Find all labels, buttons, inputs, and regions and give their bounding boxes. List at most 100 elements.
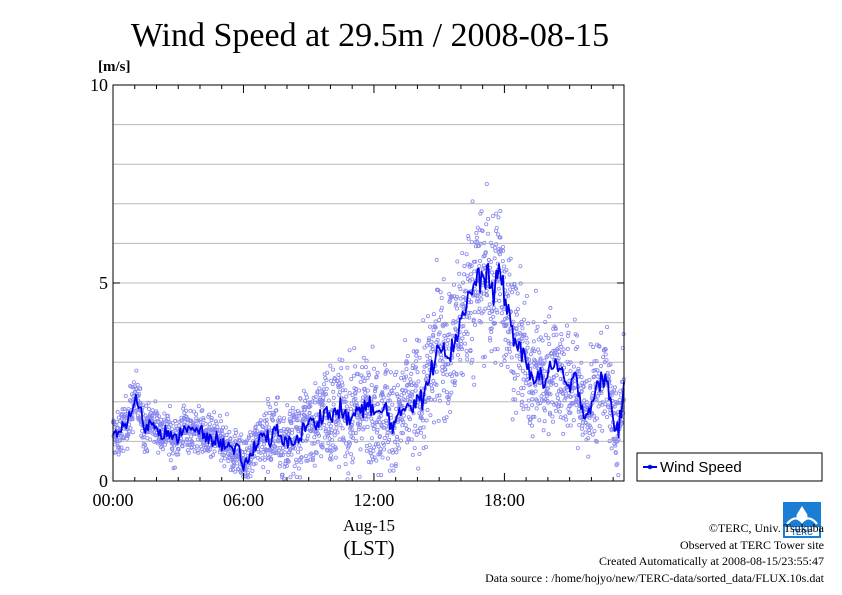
data-point — [186, 450, 191, 455]
data-point — [350, 456, 355, 461]
data-point — [435, 337, 440, 342]
data-point — [513, 376, 518, 381]
data-point — [603, 352, 608, 357]
data-point — [550, 354, 555, 359]
data-point — [347, 441, 352, 446]
data-point — [506, 293, 511, 298]
data-point — [354, 386, 359, 391]
data-point — [390, 450, 395, 455]
data-point — [413, 388, 418, 393]
data-point — [281, 476, 286, 481]
data-point — [121, 435, 126, 440]
data-point — [599, 330, 604, 335]
data-point — [347, 390, 352, 395]
copyright-line: ©TERC, Univ. Tsukuba — [708, 521, 824, 535]
data-point — [462, 263, 467, 268]
data-point — [214, 421, 219, 426]
data-point — [513, 397, 518, 402]
data-point — [478, 241, 483, 246]
data-point — [194, 418, 199, 423]
data-point — [297, 443, 302, 448]
data-point — [416, 379, 421, 384]
data-point — [241, 440, 246, 445]
data-point — [547, 314, 552, 319]
data-point — [465, 273, 470, 278]
data-point — [504, 352, 509, 357]
data-point — [482, 253, 487, 258]
data-point — [532, 414, 537, 419]
data-point — [564, 371, 569, 376]
data-point — [285, 403, 290, 408]
data-point — [566, 330, 571, 335]
data-point — [452, 380, 457, 385]
data-point — [524, 403, 529, 408]
data-point — [338, 375, 343, 380]
data-point — [595, 374, 600, 379]
data-point — [362, 378, 367, 383]
data-point — [502, 354, 507, 359]
data-point — [365, 375, 370, 380]
data-point — [328, 424, 333, 429]
data-point — [474, 235, 479, 240]
data-point — [312, 435, 317, 440]
data-point — [410, 452, 415, 457]
data-point — [448, 409, 453, 414]
data-point — [511, 319, 516, 324]
data-point — [454, 372, 459, 377]
data-point — [440, 364, 445, 369]
data-point — [497, 252, 502, 257]
data-point — [337, 390, 342, 395]
data-point — [367, 372, 372, 377]
data-point — [167, 404, 172, 409]
data-point — [401, 413, 406, 418]
data-point — [422, 434, 427, 439]
data-point — [509, 355, 514, 360]
data-point — [387, 437, 392, 442]
data-point — [428, 397, 433, 402]
data-point — [360, 375, 365, 380]
data-point — [299, 410, 304, 415]
data-point — [372, 424, 377, 429]
data-point — [566, 390, 571, 395]
data-point — [542, 419, 547, 424]
data-point — [266, 401, 271, 406]
data-point — [319, 454, 324, 459]
data-point — [469, 263, 474, 268]
data-point — [547, 341, 552, 346]
data-point — [515, 372, 520, 377]
data-point — [575, 399, 580, 404]
data-point — [391, 468, 396, 473]
data-point — [609, 446, 614, 451]
data-point — [432, 397, 437, 402]
y-axis: 0 5 10 — [90, 75, 624, 491]
data-point — [616, 473, 621, 478]
data-point — [193, 431, 198, 436]
data-point — [366, 459, 371, 464]
y-tick-label: 0 — [99, 471, 108, 491]
data-point — [441, 277, 446, 282]
data-point — [424, 418, 429, 423]
data-point — [170, 451, 175, 456]
data-point — [269, 457, 274, 462]
data-point — [494, 225, 499, 230]
data-point — [488, 240, 493, 245]
data-point — [263, 452, 268, 457]
data-point — [115, 441, 120, 446]
data-point — [334, 418, 339, 423]
data-point — [483, 306, 488, 311]
data-point — [463, 288, 468, 293]
data-point — [421, 425, 426, 430]
data-point — [371, 366, 376, 371]
data-point — [542, 408, 547, 413]
data-point — [195, 448, 200, 453]
data-point — [340, 437, 345, 442]
data-point — [310, 458, 315, 463]
data-point — [374, 384, 379, 389]
data-point — [353, 431, 358, 436]
data-point — [126, 429, 131, 434]
data-point — [439, 295, 444, 300]
data-point — [439, 314, 444, 319]
data-point — [438, 290, 443, 295]
data-point — [469, 240, 474, 245]
data-point — [467, 264, 472, 269]
